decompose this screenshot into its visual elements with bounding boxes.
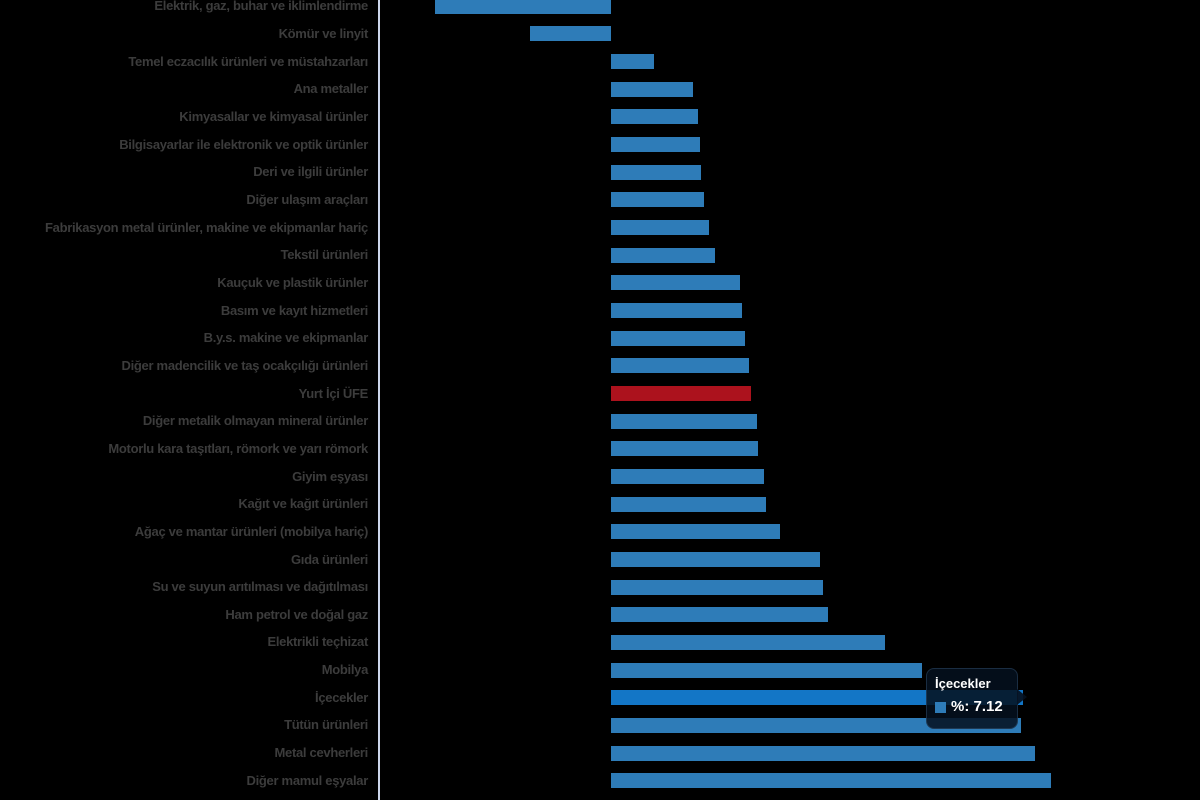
bar[interactable] [611, 54, 654, 70]
category-label: Motorlu kara taşıtları, römork ve yarı r… [108, 440, 368, 456]
tooltip: İçecekler %: 7.12 [926, 668, 1027, 729]
tooltip-title: İçecekler [935, 676, 991, 691]
bar[interactable] [611, 717, 1022, 733]
tooltip-body: %: 7.12 [935, 699, 1009, 715]
bar[interactable] [611, 634, 885, 650]
category-label: Temel eczacılık ürünleri ve müstahzarlar… [128, 53, 368, 69]
tooltip-value: %: 7.12 [951, 698, 1003, 715]
category-label: Gıda ürünleri [290, 551, 368, 567]
series-marker-icon [935, 701, 946, 713]
category-label: Mobilya [321, 662, 369, 678]
bar[interactable] [611, 773, 1051, 789]
bar[interactable] [611, 579, 823, 595]
bar[interactable] [611, 413, 757, 429]
category-label: Diğer metalik olmayan mineral ürünler [142, 413, 368, 429]
bar[interactable] [611, 552, 821, 567]
category-label: Yurt İçi ÜFE [298, 385, 369, 401]
category-label: Elektrik, gaz, buhar ve iklimlendirme [154, 0, 368, 14]
category-label: Kauçuk ve plastik ürünler [217, 274, 368, 290]
bar[interactable] [611, 192, 705, 208]
category-label: Deri ve ilgili ürünler [253, 164, 368, 180]
category-label: Diğer madencilik ve taş ocakçılığı ürünl… [121, 357, 369, 373]
category-label: Kağıt ve kağıt ürünleri [238, 496, 368, 512]
bar[interactable] [611, 330, 745, 346]
category-label: Tütün ürünleri [284, 717, 368, 733]
category-label: Kömür ve linyit [278, 25, 369, 41]
bar[interactable] [530, 26, 611, 42]
category-label: Fabrikasyon metal ürünler, makine ve eki… [45, 219, 368, 235]
bar[interactable] [611, 137, 700, 153]
bar[interactable] [611, 220, 710, 236]
bar[interactable] [611, 662, 922, 678]
bar[interactable] [611, 247, 716, 263]
category-label: Diğer mamul eşyalar [246, 772, 369, 788]
bar[interactable] [611, 81, 694, 97]
bar[interactable] [611, 496, 766, 512]
category-axis-line [378, 0, 380, 800]
bar[interactable] [611, 441, 758, 457]
category-label: Giyim eşyası [292, 468, 368, 484]
bar[interactable] [611, 607, 829, 623]
category-label: Ağaç ve mantar ürünleri (mobilya hariç) [134, 523, 369, 539]
category-label: Ana metaller [293, 81, 369, 97]
category-label: İçecekler [315, 689, 368, 705]
bar[interactable] [611, 524, 780, 540]
category-label: Metal cevherleri [274, 745, 369, 761]
category-label: Diğer ulaşım araçları [246, 191, 368, 207]
category-label: B.y.s. makine ve ekipmanlar [203, 330, 369, 346]
bar[interactable] [611, 109, 698, 125]
bar[interactable] [611, 358, 749, 374]
tooltip-callout-arrow-icon [1017, 689, 1027, 705]
bar[interactable] [611, 386, 752, 402]
bar[interactable] [611, 164, 702, 180]
bar[interactable] [611, 745, 1036, 761]
bar[interactable] [611, 275, 741, 291]
category-label: Tekstil ürünleri [280, 247, 369, 263]
category-label: Kimyasallar ve kimyasal ürünler [179, 108, 368, 124]
bar[interactable] [611, 690, 1023, 706]
bar[interactable] [611, 303, 742, 319]
category-label: Su ve suyun arıtılması ve dağıtılması [152, 579, 368, 595]
category-label: Basım ve kayıt hizmetleri [220, 302, 368, 318]
category-label: Ham petrol ve doğal gaz [225, 606, 368, 622]
category-label: Bilgisayarlar ile elektronik ve optik ür… [119, 136, 368, 152]
category-label: Elektrikli teçhizat [267, 634, 368, 650]
bar[interactable] [434, 0, 611, 14]
bar[interactable] [611, 469, 764, 485]
